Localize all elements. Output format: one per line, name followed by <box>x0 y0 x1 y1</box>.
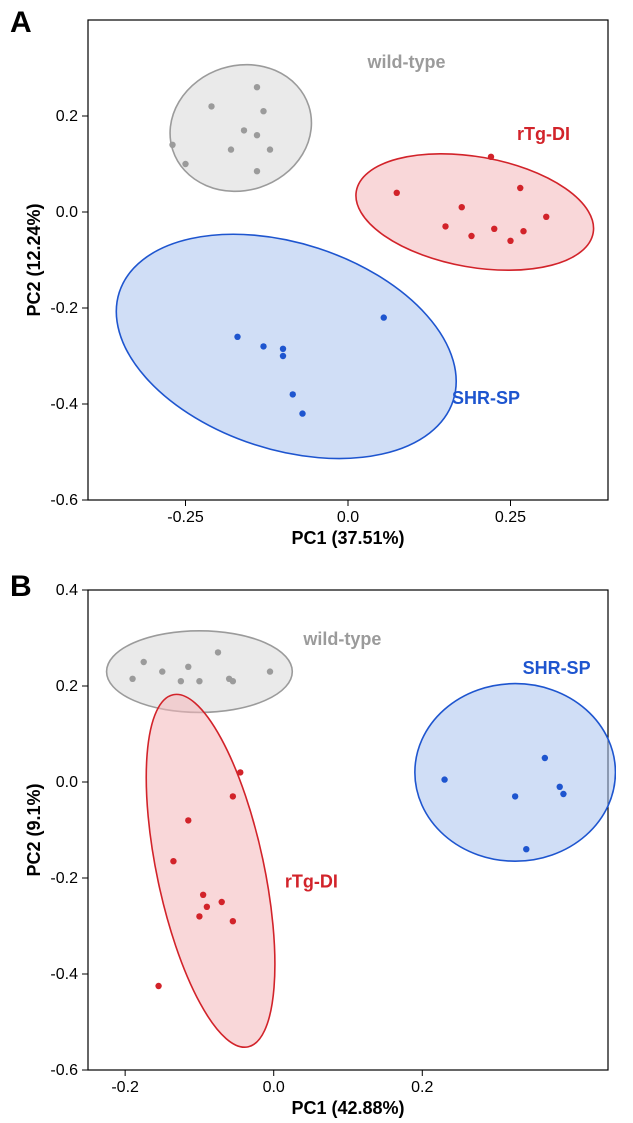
data-point <box>230 678 236 684</box>
group-label: wild-type <box>367 52 446 72</box>
data-point <box>299 410 305 416</box>
data-point <box>394 190 400 196</box>
data-point <box>488 154 494 160</box>
data-point <box>280 353 286 359</box>
y-tick-label: -0.6 <box>50 1062 78 1079</box>
data-point <box>155 983 161 989</box>
data-point <box>560 791 566 797</box>
data-point <box>230 918 236 924</box>
y-tick-label: -0.6 <box>50 492 78 509</box>
data-point <box>237 769 243 775</box>
data-point <box>260 108 266 114</box>
group-ellipse <box>107 631 293 713</box>
data-point <box>230 793 236 799</box>
data-point <box>543 214 549 220</box>
data-point <box>517 185 523 191</box>
data-point <box>280 346 286 352</box>
data-point <box>185 664 191 670</box>
data-point <box>512 793 518 799</box>
data-point <box>208 103 214 109</box>
group-ellipse <box>415 684 616 862</box>
y-tick-label: 0.0 <box>56 204 78 221</box>
data-point <box>523 846 529 852</box>
data-point <box>254 84 260 90</box>
group-label: rTg-DI <box>285 872 338 892</box>
panel-a-plot: wild-typeSHR-SPrTg-DI-0.250.00.25-0.6-0.… <box>88 20 608 500</box>
group-label: rTg-DI <box>517 124 570 144</box>
panel-b-plot: wild-typerTg-DISHR-SP-0.20.00.2-0.6-0.4-… <box>88 590 608 1070</box>
y-tick-label: 0.2 <box>56 108 78 125</box>
data-point <box>459 204 465 210</box>
data-point <box>196 678 202 684</box>
data-point <box>542 755 548 761</box>
y-tick-label: 0.2 <box>56 678 78 695</box>
data-point <box>182 161 188 167</box>
data-point <box>267 146 273 152</box>
y-tick-label: -0.2 <box>50 870 78 887</box>
data-point <box>381 314 387 320</box>
data-point <box>442 223 448 229</box>
data-point <box>200 892 206 898</box>
x-tick-label: -0.25 <box>167 509 204 526</box>
data-point <box>159 668 165 674</box>
data-point <box>170 858 176 864</box>
data-point <box>219 899 225 905</box>
data-point <box>260 343 266 349</box>
x-tick-label: 0.0 <box>337 509 359 526</box>
data-point <box>169 142 175 148</box>
x-tick-label: 0.2 <box>411 1079 433 1096</box>
data-point <box>507 238 513 244</box>
x-tick-label: 0.25 <box>495 509 526 526</box>
figure-root: A wild-typeSHR-SPrTg-DI-0.250.00.25-0.6-… <box>0 0 633 1123</box>
data-point <box>441 776 447 782</box>
data-point <box>254 132 260 138</box>
data-point <box>141 659 147 665</box>
x-tick-label: -0.2 <box>111 1079 139 1096</box>
y-axis-title: PC2 (9.1%) <box>26 783 44 876</box>
y-tick-label: -0.4 <box>50 966 78 983</box>
y-tick-label: -0.2 <box>50 300 78 317</box>
data-point <box>228 146 234 152</box>
y-axis-title: PC2 (12.24%) <box>26 203 44 316</box>
group-label: SHR-SP <box>452 388 520 408</box>
data-point <box>178 678 184 684</box>
data-point <box>204 904 210 910</box>
data-point <box>196 913 202 919</box>
data-point <box>129 676 135 682</box>
data-point <box>254 168 260 174</box>
group-label: wild-type <box>302 629 381 649</box>
data-point <box>290 391 296 397</box>
data-point <box>491 226 497 232</box>
data-point <box>215 649 221 655</box>
x-axis-title: PC1 (42.88%) <box>291 1098 404 1118</box>
group-label: SHR-SP <box>523 658 591 678</box>
y-tick-label: -0.4 <box>50 396 78 413</box>
data-point <box>185 817 191 823</box>
x-tick-label: 0.0 <box>263 1079 285 1096</box>
data-point <box>234 334 240 340</box>
data-point <box>520 228 526 234</box>
data-point <box>241 127 247 133</box>
data-point <box>267 668 273 674</box>
y-tick-label: 0.4 <box>56 582 78 599</box>
data-point <box>557 784 563 790</box>
y-tick-label: 0.0 <box>56 774 78 791</box>
data-point <box>468 233 474 239</box>
x-axis-title: PC1 (37.51%) <box>291 528 404 548</box>
